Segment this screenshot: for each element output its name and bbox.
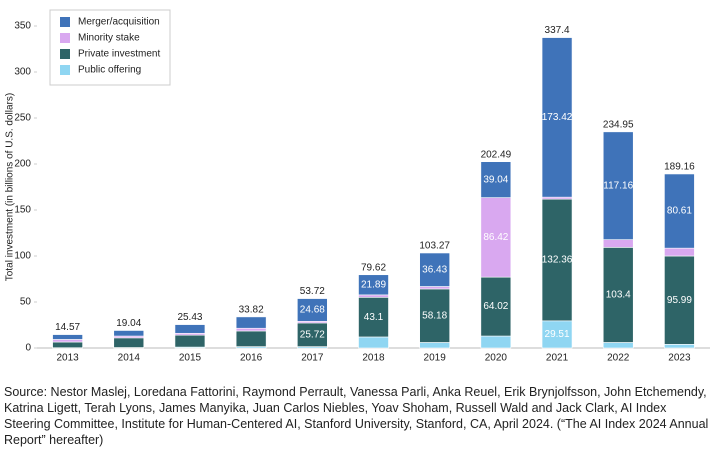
source-note: Source: Nestor Maslej, Loredana Fattorin… (4, 385, 709, 447)
total-label: 337.4 (545, 25, 570, 36)
bar-segment (664, 173, 695, 249)
y-tick-label: 350 (14, 21, 31, 32)
value-label: 173.42 (542, 112, 573, 123)
bar-segment (419, 342, 450, 349)
bar-segment (602, 239, 634, 248)
value-label: 24.68 (300, 305, 325, 316)
x-tick-label: 2020 (485, 353, 508, 364)
legend-swatch (60, 33, 70, 43)
bar-segment (52, 334, 83, 340)
bar-segment (235, 330, 267, 347)
total-label: 202.49 (481, 149, 512, 160)
value-label: 117.16 (603, 180, 633, 191)
value-label: 64.02 (483, 301, 508, 312)
bar-segment (541, 320, 573, 349)
value-label: 103.4 (606, 290, 631, 301)
bar-segment (358, 297, 389, 338)
bar-segment (664, 344, 695, 349)
value-label: 39.04 (483, 174, 508, 185)
bar-segment (52, 339, 83, 343)
bar-segment (664, 255, 695, 345)
bar-segment (541, 37, 573, 198)
y-tick-label: 100 (14, 251, 31, 262)
value-label: 132.36 (542, 255, 573, 266)
value-label: 36.43 (422, 264, 447, 275)
x-tick-label: 2021 (546, 353, 569, 364)
legend-swatch (60, 17, 70, 27)
bar-segment (419, 252, 450, 287)
bar-segment (480, 276, 512, 337)
legend-label: Merger/acquisition (78, 17, 160, 28)
value-label: 58.18 (422, 310, 447, 321)
total-label: 103.27 (419, 241, 450, 252)
total-label: 53.72 (300, 286, 325, 297)
bar-segment (358, 274, 389, 296)
bar-segment (419, 288, 450, 343)
x-tick-label: 2023 (668, 353, 691, 364)
bar-segment (113, 337, 145, 348)
bar-segment (174, 334, 206, 348)
x-tick-label: 2018 (362, 353, 385, 364)
value-label: 86.42 (483, 232, 508, 243)
bar-segment (480, 161, 512, 198)
x-tick-label: 2015 (179, 353, 202, 364)
y-tick-label: 300 (14, 67, 31, 78)
y-axis-title: Total investment (in billions of U.S. do… (5, 93, 16, 281)
bar-segment (480, 335, 512, 349)
value-label: 21.89 (361, 279, 386, 290)
bar-segment (602, 247, 634, 343)
total-label: 25.43 (177, 312, 202, 323)
total-label: 33.82 (239, 305, 264, 316)
legend-label: Public offering (78, 65, 141, 76)
total-label: 79.62 (361, 262, 386, 273)
x-tick-label: 2013 (56, 353, 79, 364)
bar-segment (664, 247, 695, 257)
y-tick-label: 0 (25, 343, 31, 354)
legend-label: Private investment (78, 49, 160, 60)
bar-segment (602, 131, 634, 240)
bar-segment (419, 286, 450, 290)
y-tick-label: 250 (14, 113, 31, 124)
x-tick-label: 2016 (240, 353, 263, 364)
bar-segment (358, 336, 389, 349)
x-tick-label: 2017 (301, 353, 324, 364)
value-label: 95.99 (667, 295, 692, 306)
bar-segment (480, 197, 512, 278)
chart: Total investment (in billions of U.S. do… (5, 9, 710, 364)
legend-label: Minority stake (78, 33, 140, 44)
x-tick-label: 2022 (607, 353, 630, 364)
y-tick-label: 200 (14, 159, 31, 170)
total-label: 19.04 (116, 318, 141, 329)
legend-swatch (60, 49, 70, 59)
bar-segment (174, 324, 206, 334)
bar-segment (235, 316, 267, 329)
value-label: 43.1 (364, 312, 384, 323)
value-label: 80.61 (667, 206, 692, 217)
value-label: 25.72 (300, 329, 325, 340)
legend-swatch (60, 65, 70, 75)
value-label: 29.51 (545, 329, 570, 340)
bar-segment (358, 294, 389, 298)
bar-segment (235, 327, 267, 332)
bar-segment (113, 330, 145, 337)
y-tick-label: 150 (14, 205, 31, 216)
total-label: 234.95 (603, 119, 634, 130)
total-label: 14.57 (55, 322, 80, 333)
bar-segment (297, 298, 328, 322)
y-tick-label: 50 (20, 297, 32, 308)
x-tick-label: 2014 (118, 353, 141, 364)
bar-segment (52, 341, 83, 349)
total-label: 189.16 (664, 162, 695, 173)
bar-segment (602, 342, 634, 349)
x-tick-label: 2019 (424, 353, 447, 364)
